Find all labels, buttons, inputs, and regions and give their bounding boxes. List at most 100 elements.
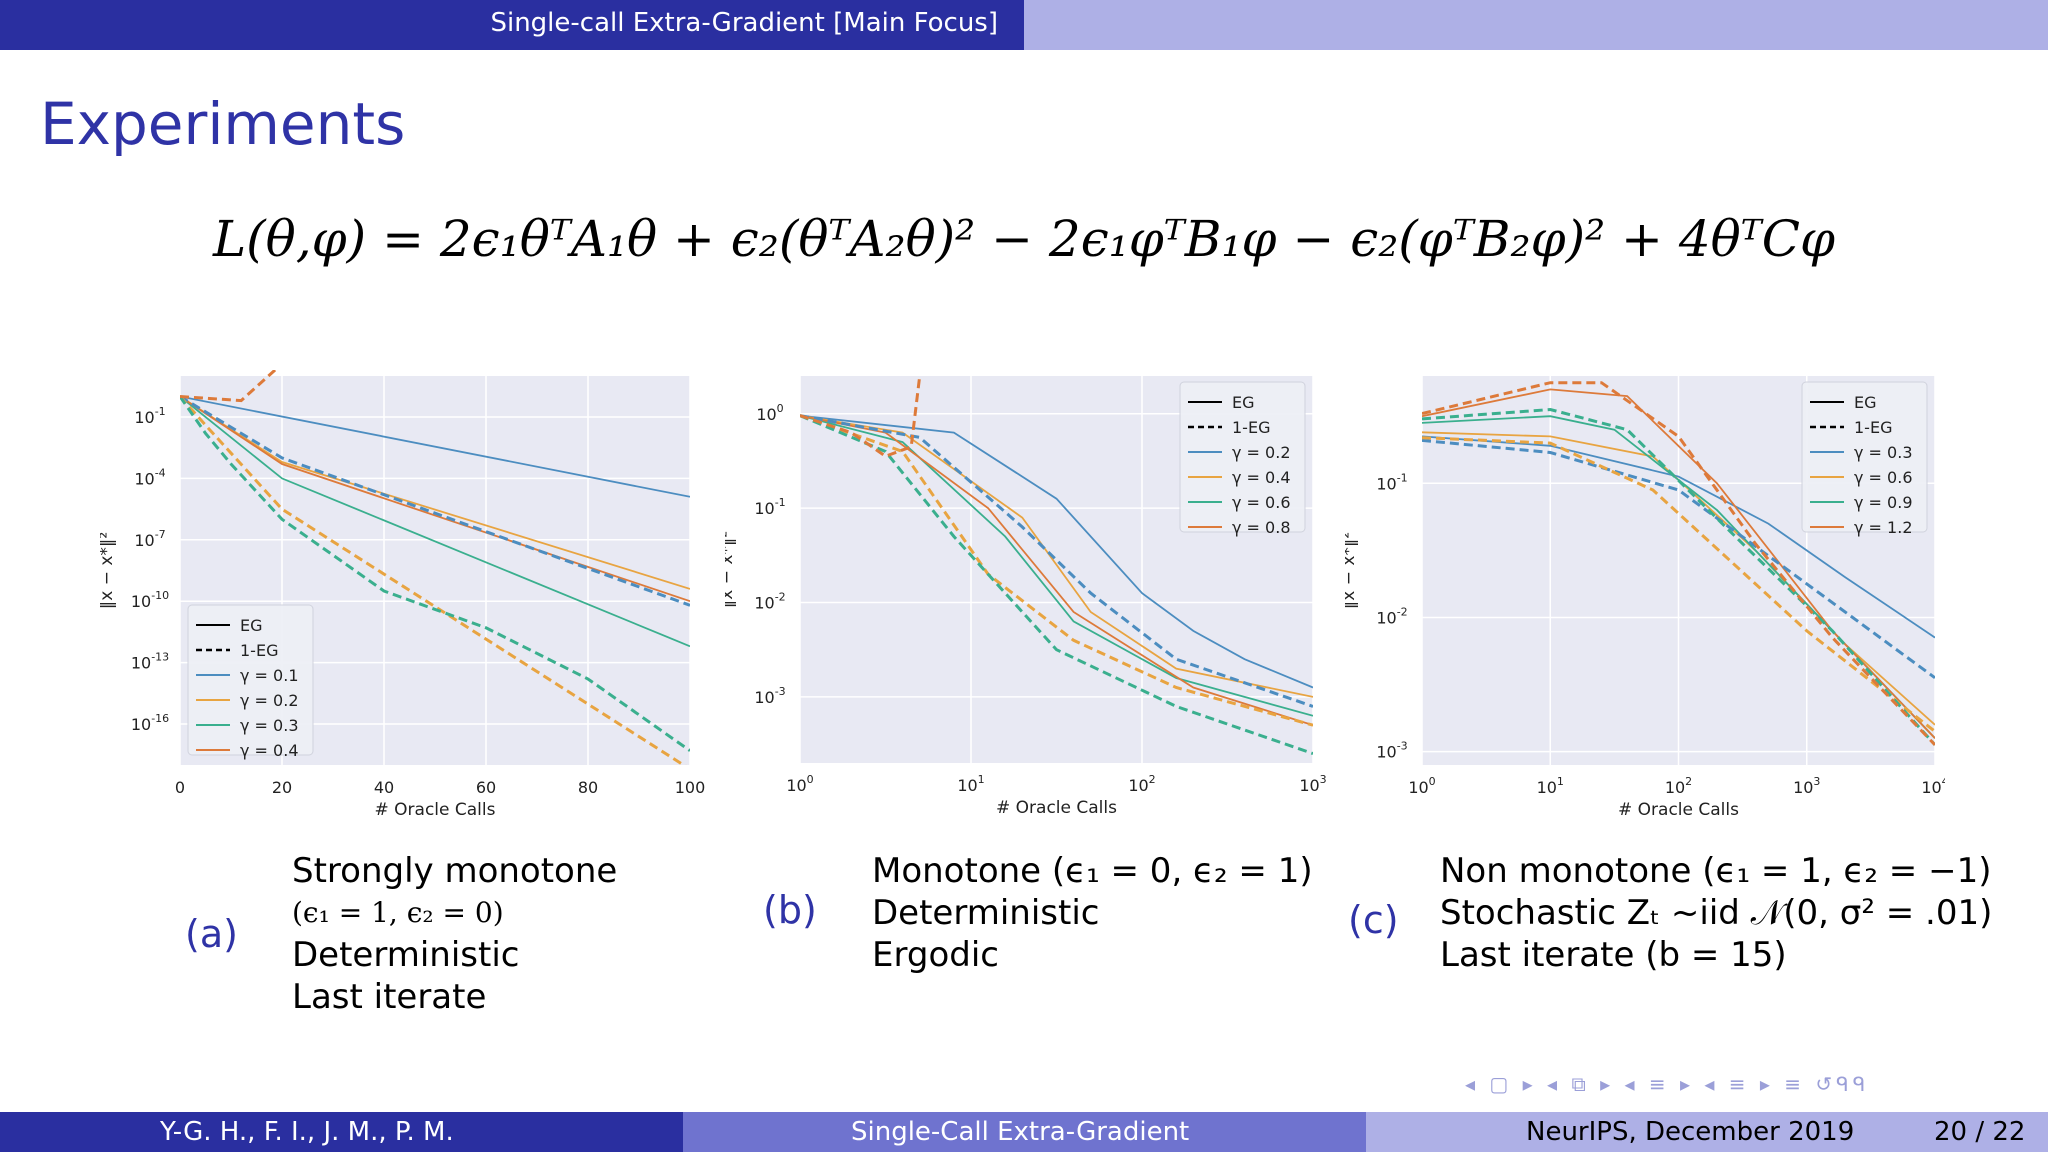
series-line [800,414,1313,708]
plot-b: 100 101 102 103 100 10-1 10-2 10-3 # Oracle Call… [725,370,1335,820]
y-tick-label: 10-10 [131,589,169,611]
x-tick-label: 60 [476,778,496,797]
series-line [800,375,922,458]
caption-a-label: (a) [185,912,238,956]
caption-c-label: (c) [1348,898,1399,942]
footer-authors: Y-G. H., F. I., J. M., P. M. [160,1117,454,1147]
series-line [180,395,690,648]
y-tick-label: 10-16 [131,712,169,734]
caption-c-line3: Last iterate (b = 15) [1440,935,1787,975]
series-line [800,414,1313,727]
series-line [180,395,690,607]
plot-c-svg: 100 101 102 103 104 10-1 10-2 10-3 # Oracle Call… [1345,376,1945,820]
caption-a-line4: Last iterate [292,977,487,1017]
legend-label: γ = 0.9 [1854,493,1913,512]
legend-box [1179,381,1306,533]
beamer-nav-controls[interactable]: ◂ ▢ ▸ ◂ ⧉ ▸ ◂ ≡ ▸ ◂ ≡ ▸ ≡ ↺ᑫᑫ [1465,1072,1870,1096]
x-tick-label: 103 [1793,775,1820,797]
x-axis-label: # Oracle Calls [1618,800,1739,820]
series-line [800,414,1313,717]
y-tick-label: 10-1 [1376,471,1407,493]
y-tick-label: 10-13 [131,651,169,673]
footer-bar: Y-G. H., F. I., J. M., P. M. Single-Call… [0,1112,2048,1152]
caption-a: Strongly monotone (ϵ₁ = 1, ϵ₂ = 0) Deter… [292,850,617,1018]
x-tick-label: 20 [272,778,292,797]
series-line [1422,438,1935,680]
x-axis-label: # Oracle Calls [375,800,496,820]
legend-label: γ = 1.2 [1854,518,1913,537]
legend-label: γ = 0.2 [240,691,299,710]
y-tick-label: 10-3 [754,685,785,707]
section-title: Single-call Extra-Gradient [Main Focus] [490,8,998,38]
caption-b-line1: Monotone (ϵ₁ = 0, ϵ₂ = 1) [872,851,1313,891]
y-axis-label: ‖x − x*‖² [1345,532,1359,610]
caption-a-line3: Deterministic [292,935,520,975]
y-tick-label: 10-2 [1376,605,1407,627]
series-line [180,370,278,403]
legend-label: γ = 0.6 [1232,493,1291,512]
x-tick-label: 40 [374,778,394,797]
frame-title: Experiments [40,90,406,158]
x-tick-label: 100 [1408,775,1435,797]
series-line [800,414,1313,689]
caption-a-line2: (ϵ₁ = 1, ϵ₂ = 0) [292,896,504,929]
y-axis-label: ‖x − x*‖² [100,532,117,610]
legend-label: γ = 0.2 [1232,443,1291,462]
y-tick-label: 10-7 [134,528,165,550]
series-line [1422,407,1935,746]
plot-c: 100 101 102 103 104 10-1 10-2 10-3 # Oracle Call… [1345,370,1945,820]
footer-authors-box: Y-G. H., F. I., J. M., P. M. [0,1112,683,1152]
legend-label: 1-EG [240,641,278,660]
legend-label: γ = 0.6 [1854,468,1913,487]
caption-c: Non monotone (ϵ₁ = 1, ϵ₂ = −1) Stochasti… [1440,850,1992,976]
footer-title: Single-Call Extra-Gradient [851,1117,1190,1147]
y-tick-label: 10-1 [754,496,785,518]
x-tick-label: 102 [1128,773,1155,795]
footer-title-box: Single-Call Extra-Gradient [683,1112,1366,1152]
series-line [1422,381,1935,746]
series-line [1422,431,1935,726]
header-left: Single-call Extra-Gradient [Main Focus] [0,0,1024,50]
series-line [180,395,687,765]
footer-venue: NeurIPS, December 2019 [1526,1117,1855,1147]
plot-a: 0 20 40 60 80 100 10-1 10-4 10-7 10-10 10-13 10-16 #… [100,370,720,820]
caption-a-line1: Strongly monotone [292,851,618,891]
y-tick-label: 10-3 [1376,740,1407,762]
y-tick-label: 10-1 [134,405,165,427]
y-tick-label: 100 [756,402,783,424]
caption-b-line3: Ergodic [872,935,999,975]
x-tick-label: 100 [675,778,706,797]
loss-formula: L(θ,φ) = 2ϵ₁θᵀA₁θ + ϵ₂(θᵀA₂θ)² − 2ϵ₁φᵀB₁… [0,210,2048,268]
x-tick-label: 104 [1921,775,1945,797]
x-tick-label: 103 [1299,773,1326,795]
legend-label: EG [1232,393,1255,412]
legend-label: γ = 0.3 [240,716,299,735]
legend-label: γ = 0.1 [240,666,299,685]
footer-page: 20 / 22 [1934,1117,2026,1147]
legend-box [187,604,314,756]
x-tick-label: 80 [578,778,598,797]
header-bar: Single-call Extra-Gradient [Main Focus] [0,0,2048,50]
legend-label: EG [1854,393,1877,412]
y-axis-label: ‖x − x*‖² [725,531,737,609]
plot-a-svg: 0 20 40 60 80 100 10-1 10-4 10-7 10-10 10-13 10-16 #… [100,370,706,820]
caption-c-line1: Non monotone (ϵ₁ = 1, ϵ₂ = −1) [1440,851,1992,891]
footer-venue-box: NeurIPS, December 2019 20 / 22 [1366,1112,2048,1152]
caption-b-line2: Deterministic [872,893,1100,933]
caption-b-label: (b) [763,888,817,932]
series-line [180,395,690,498]
series-line [1422,436,1935,733]
x-axis-label: # Oracle Calls [996,798,1117,818]
caption-c-line2: Stochastic Zₜ ~iid 𝒩(0, σ² = .01) [1440,893,1993,933]
x-tick-label: 100 [786,773,813,795]
legend-label: EG [240,616,263,635]
legend-label: 1-EG [1854,418,1892,437]
plot-b-svg: 100 101 102 103 100 10-1 10-2 10-3 # Oracle Call… [725,375,1327,818]
legend-label: γ = 0.4 [1232,468,1291,487]
caption-b: Monotone (ϵ₁ = 0, ϵ₂ = 1) Deterministic … [872,850,1313,976]
x-tick-label: 101 [957,773,984,795]
x-tick-label: 101 [1537,775,1564,797]
y-tick-label: 10-4 [134,466,165,488]
x-tick-label: 0 [175,778,185,797]
y-tick-label: 10-2 [754,591,785,613]
